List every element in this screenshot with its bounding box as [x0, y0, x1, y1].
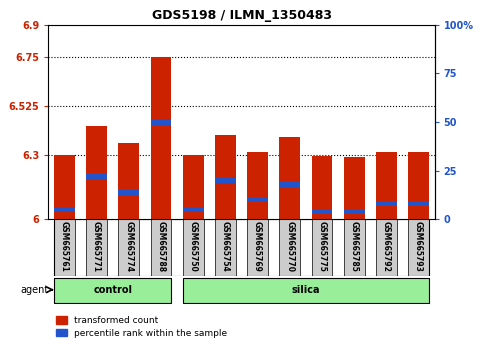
Bar: [118, 190, 139, 195]
Text: GSM665754: GSM665754: [221, 221, 230, 272]
Bar: [376, 219, 397, 276]
Bar: [183, 278, 429, 303]
Text: GSM665771: GSM665771: [92, 221, 101, 272]
Bar: [183, 155, 204, 219]
Bar: [54, 155, 75, 219]
Bar: [118, 143, 139, 219]
Bar: [183, 207, 204, 212]
Bar: [151, 120, 171, 125]
Bar: [54, 219, 75, 276]
Text: GSM665750: GSM665750: [189, 221, 198, 272]
Text: GSM665769: GSM665769: [253, 221, 262, 272]
Bar: [344, 219, 365, 276]
Bar: [408, 153, 429, 219]
Text: GSM665793: GSM665793: [414, 221, 423, 272]
Bar: [86, 174, 107, 179]
Bar: [247, 219, 268, 276]
Bar: [279, 137, 300, 219]
Bar: [247, 198, 268, 202]
Bar: [54, 207, 75, 212]
Bar: [215, 135, 236, 219]
Bar: [376, 153, 397, 219]
Text: GSM665792: GSM665792: [382, 221, 391, 272]
Bar: [86, 219, 107, 276]
Text: agent: agent: [20, 285, 49, 295]
Bar: [215, 178, 236, 183]
Bar: [376, 201, 397, 206]
Text: silica: silica: [292, 285, 320, 295]
Title: GDS5198 / ILMN_1350483: GDS5198 / ILMN_1350483: [152, 9, 331, 22]
Bar: [151, 219, 171, 276]
Bar: [54, 278, 171, 303]
Text: GSM665770: GSM665770: [285, 221, 294, 272]
Bar: [312, 209, 332, 214]
Bar: [344, 209, 365, 214]
Bar: [215, 219, 236, 276]
Text: GSM665761: GSM665761: [60, 221, 69, 272]
Bar: [408, 201, 429, 206]
Bar: [279, 219, 300, 276]
Text: GSM665774: GSM665774: [124, 221, 133, 272]
Bar: [247, 153, 268, 219]
Bar: [183, 219, 204, 276]
Bar: [312, 156, 332, 219]
Legend: transformed count, percentile rank within the sample: transformed count, percentile rank withi…: [53, 313, 231, 341]
Text: GSM665775: GSM665775: [317, 221, 327, 272]
Text: control: control: [93, 285, 132, 295]
Bar: [151, 57, 171, 219]
Bar: [279, 182, 300, 187]
Bar: [86, 126, 107, 219]
Bar: [118, 219, 139, 276]
Bar: [408, 219, 429, 276]
Text: GSM665785: GSM665785: [350, 221, 359, 272]
Bar: [312, 219, 332, 276]
Bar: [344, 157, 365, 219]
Text: GSM665788: GSM665788: [156, 221, 166, 272]
